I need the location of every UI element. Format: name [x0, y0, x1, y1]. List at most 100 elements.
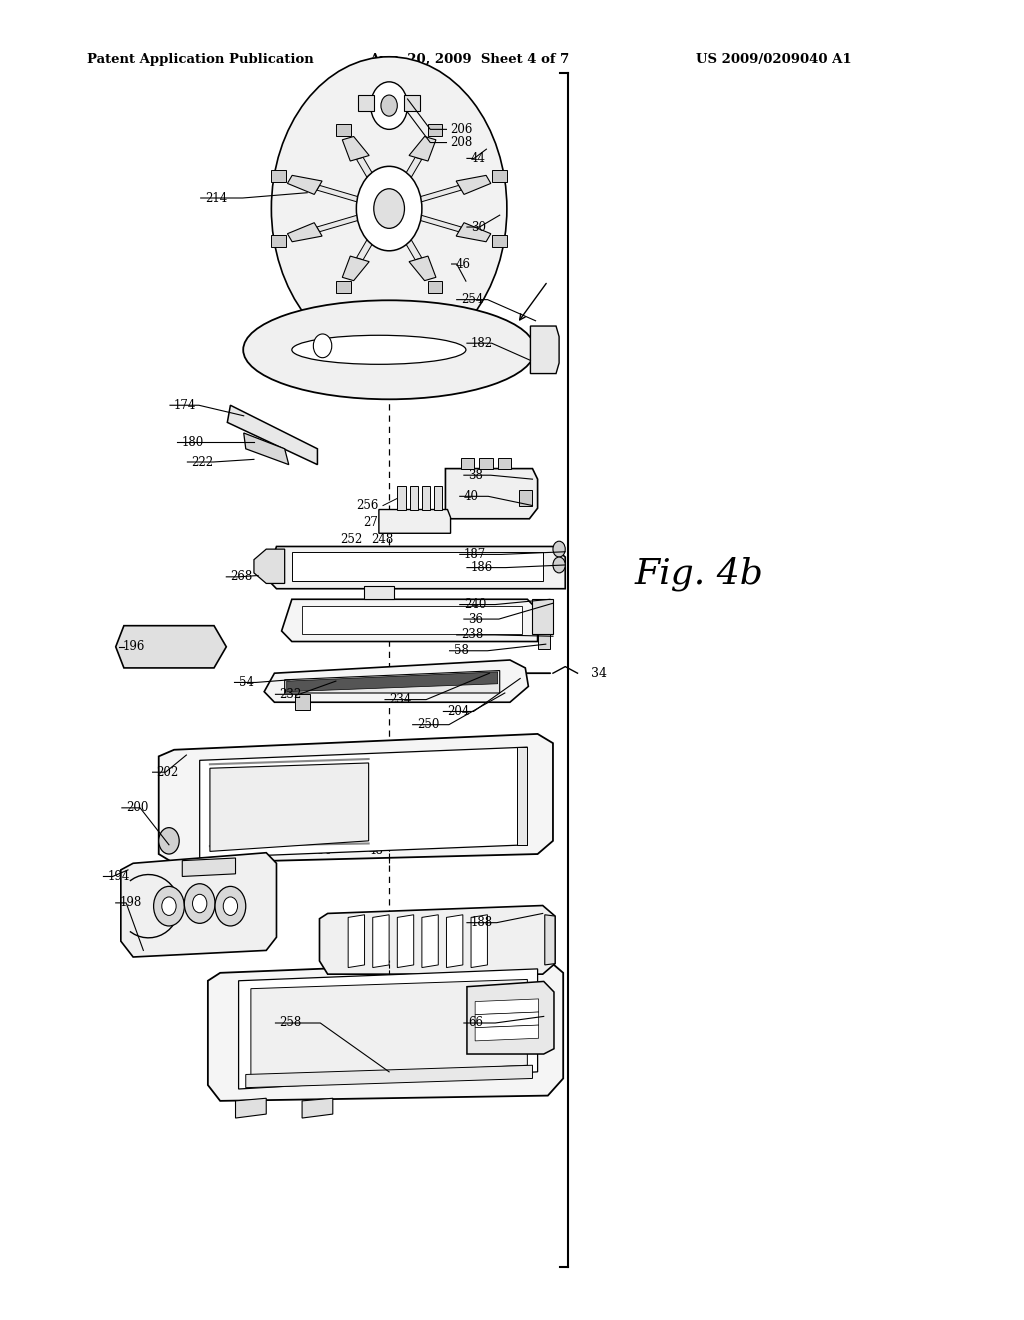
Circle shape — [371, 82, 408, 129]
Polygon shape — [336, 281, 350, 293]
Polygon shape — [461, 458, 474, 469]
Text: 268: 268 — [230, 570, 253, 583]
Text: 52: 52 — [338, 834, 353, 847]
Polygon shape — [182, 858, 236, 876]
Circle shape — [313, 334, 332, 358]
Text: 238: 238 — [461, 628, 483, 642]
Polygon shape — [398, 157, 422, 187]
Circle shape — [162, 898, 176, 916]
Polygon shape — [379, 510, 451, 533]
Text: 187: 187 — [464, 548, 486, 561]
Polygon shape — [446, 915, 463, 968]
Polygon shape — [288, 176, 323, 194]
Circle shape — [356, 166, 422, 251]
Polygon shape — [404, 95, 420, 111]
Text: Fig. 4b: Fig. 4b — [635, 557, 764, 591]
Text: 254: 254 — [461, 293, 483, 306]
Polygon shape — [159, 734, 553, 863]
Polygon shape — [292, 552, 543, 581]
Polygon shape — [364, 586, 394, 599]
Polygon shape — [282, 599, 538, 642]
Polygon shape — [397, 486, 406, 510]
Text: 250: 250 — [417, 718, 439, 731]
Text: 248: 248 — [371, 533, 393, 546]
Circle shape — [271, 57, 507, 360]
Polygon shape — [475, 999, 539, 1015]
Polygon shape — [358, 95, 374, 111]
Polygon shape — [530, 326, 559, 374]
Polygon shape — [348, 915, 365, 968]
Text: 214: 214 — [205, 191, 227, 205]
Text: 180: 180 — [181, 436, 204, 449]
Text: 232: 232 — [280, 688, 302, 701]
Polygon shape — [246, 1065, 532, 1088]
Text: 40: 40 — [464, 490, 479, 503]
Text: 200: 200 — [126, 801, 148, 814]
Polygon shape — [532, 599, 553, 634]
Text: 36: 36 — [468, 612, 483, 626]
Polygon shape — [467, 982, 554, 1053]
Polygon shape — [302, 606, 522, 634]
Polygon shape — [410, 486, 418, 510]
Polygon shape — [428, 124, 442, 136]
Polygon shape — [475, 1026, 539, 1041]
Text: Aug. 20, 2009  Sheet 4 of 7: Aug. 20, 2009 Sheet 4 of 7 — [369, 53, 569, 66]
Circle shape — [553, 541, 565, 557]
Text: 194: 194 — [108, 870, 130, 883]
Text: 222: 222 — [191, 455, 214, 469]
Polygon shape — [498, 458, 511, 469]
Text: 252: 252 — [340, 533, 362, 546]
Text: 48: 48 — [369, 843, 384, 857]
Polygon shape — [264, 660, 528, 702]
Text: 234: 234 — [389, 693, 412, 706]
Polygon shape — [517, 747, 527, 845]
Polygon shape — [471, 915, 487, 968]
Polygon shape — [545, 915, 555, 965]
Polygon shape — [475, 1012, 539, 1028]
Polygon shape — [236, 1098, 266, 1118]
Text: 44: 44 — [471, 152, 486, 165]
Text: 34: 34 — [591, 667, 607, 680]
Polygon shape — [479, 458, 493, 469]
Text: 228: 228 — [227, 793, 250, 807]
Text: 186: 186 — [471, 561, 494, 574]
Circle shape — [381, 95, 397, 116]
Polygon shape — [538, 634, 550, 649]
Polygon shape — [116, 626, 226, 668]
Ellipse shape — [244, 301, 535, 400]
Polygon shape — [295, 694, 310, 710]
Text: 256: 256 — [356, 499, 379, 512]
Ellipse shape — [292, 335, 466, 364]
Polygon shape — [409, 136, 436, 161]
Polygon shape — [288, 223, 323, 242]
Text: 202: 202 — [157, 766, 179, 779]
Polygon shape — [319, 906, 555, 974]
Circle shape — [374, 189, 404, 228]
Polygon shape — [271, 170, 286, 182]
Polygon shape — [422, 486, 430, 510]
Text: 30: 30 — [471, 220, 486, 234]
Polygon shape — [434, 486, 442, 510]
Polygon shape — [342, 136, 370, 161]
Polygon shape — [356, 157, 380, 187]
Text: 50: 50 — [317, 843, 333, 857]
Circle shape — [215, 887, 246, 927]
Polygon shape — [208, 960, 563, 1101]
Text: US 2009/0209040 A1: US 2009/0209040 A1 — [696, 53, 852, 66]
Polygon shape — [398, 230, 422, 260]
Polygon shape — [456, 176, 490, 194]
Polygon shape — [302, 1098, 333, 1118]
Text: 188: 188 — [471, 916, 494, 929]
Polygon shape — [251, 979, 527, 1078]
Polygon shape — [200, 747, 527, 858]
Polygon shape — [517, 747, 527, 845]
Polygon shape — [336, 124, 350, 136]
Text: 46: 46 — [456, 257, 471, 271]
Polygon shape — [121, 853, 276, 957]
Text: 198: 198 — [120, 896, 142, 909]
Polygon shape — [356, 230, 380, 260]
Text: Patent Application Publication: Patent Application Publication — [87, 53, 313, 66]
Polygon shape — [428, 281, 442, 293]
Polygon shape — [493, 170, 507, 182]
Polygon shape — [418, 185, 462, 202]
